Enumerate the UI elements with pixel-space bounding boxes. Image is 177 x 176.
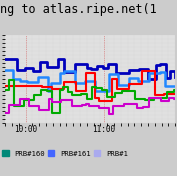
Legend: PRB#160, PRB#161, PRB#1: PRB#160, PRB#161, PRB#1 bbox=[2, 150, 128, 156]
Text: ng to atlas.ripe.net(1: ng to atlas.ripe.net(1 bbox=[0, 3, 157, 16]
